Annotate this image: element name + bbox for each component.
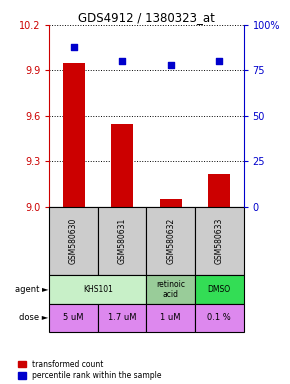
Bar	[49, 207, 98, 275]
Text: dose ►: dose ►	[19, 313, 48, 323]
Bar	[98, 304, 146, 332]
Point	[168, 62, 173, 68]
Point	[217, 58, 222, 65]
Bar	[195, 207, 244, 275]
Text: 5 uM: 5 uM	[63, 313, 84, 323]
Bar	[49, 275, 146, 304]
Bar	[111, 124, 133, 207]
Bar	[160, 199, 182, 207]
Text: agent ►: agent ►	[15, 285, 48, 294]
Legend: transformed count, percentile rank within the sample: transformed count, percentile rank withi…	[18, 360, 162, 380]
Title: GDS4912 / 1380323_at: GDS4912 / 1380323_at	[78, 11, 215, 24]
Text: 1 uM: 1 uM	[160, 313, 181, 323]
Text: DMSO: DMSO	[208, 285, 231, 294]
Bar	[146, 207, 195, 275]
Text: 1.7 uM: 1.7 uM	[108, 313, 136, 323]
Bar	[209, 174, 230, 207]
Bar	[146, 304, 195, 332]
Text: KHS101: KHS101	[83, 285, 113, 294]
Text: GSM580632: GSM580632	[166, 218, 175, 264]
Bar	[195, 304, 244, 332]
Bar	[98, 207, 146, 275]
Text: GSM580630: GSM580630	[69, 218, 78, 264]
Text: GSM580631: GSM580631	[118, 218, 127, 264]
Text: retinoic
acid: retinoic acid	[156, 280, 185, 299]
Bar	[63, 63, 84, 207]
Bar	[195, 275, 244, 304]
Bar	[49, 304, 98, 332]
Point	[71, 44, 76, 50]
Text: GSM580633: GSM580633	[215, 218, 224, 264]
Text: 0.1 %: 0.1 %	[207, 313, 231, 323]
Bar	[146, 275, 195, 304]
Point	[120, 58, 124, 65]
